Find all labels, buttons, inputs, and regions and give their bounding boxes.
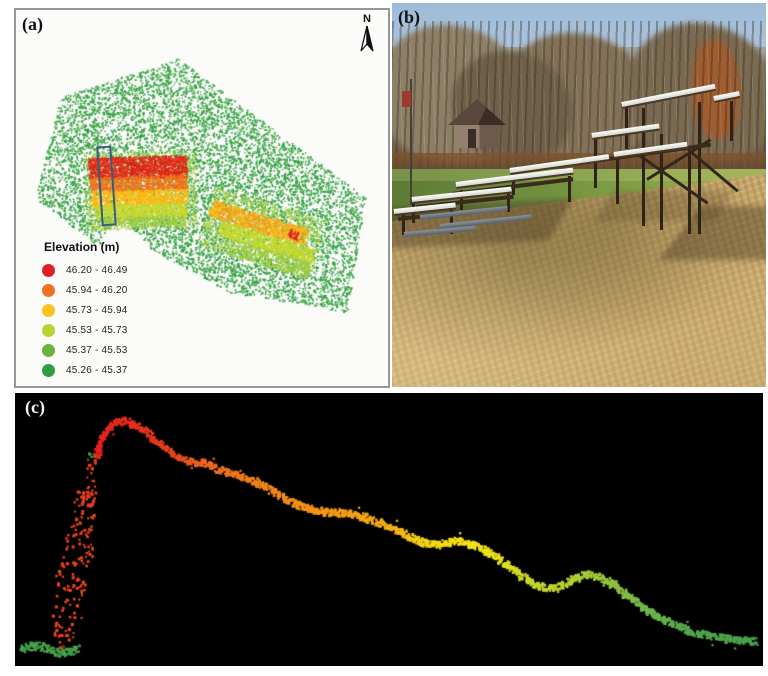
legend-range-label: 45.94 - 46.20 <box>66 284 128 296</box>
bleacher-leg <box>642 108 645 226</box>
bleacher-leg <box>698 102 701 234</box>
elevation-legend: Elevation (m) 46.20 - 46.49 45.94 - 46.20… <box>42 240 128 380</box>
north-label: N <box>363 13 371 25</box>
cabin <box>448 99 506 151</box>
bleacher-leg <box>660 134 663 230</box>
bleacher-leg <box>568 176 571 202</box>
bleacher-leg <box>507 190 510 212</box>
legend-row: 45.53 - 45.73 <box>42 320 128 340</box>
point-cloud-map-canvas <box>16 10 388 386</box>
panel-c-label: (c) <box>25 397 45 417</box>
legend-color-dot <box>42 303 55 317</box>
legend-range-label: 46.20 - 46.49 <box>66 264 128 276</box>
legend-color-dot <box>42 343 55 357</box>
panel-b-label: (b) <box>398 7 420 27</box>
bleacher-leg <box>688 154 691 234</box>
legend-color-dot <box>42 263 55 277</box>
panel-a-label: (a) <box>22 14 43 34</box>
legend-row: 45.37 - 45.53 <box>42 340 128 360</box>
bleacher-leg <box>402 213 405 235</box>
panel-b-photo: (b) <box>392 3 766 387</box>
legend-range-label: 45.53 - 45.73 <box>66 324 128 336</box>
legend-row: 46.20 - 46.49 <box>42 260 128 280</box>
flag <box>402 91 411 107</box>
tree-line <box>392 21 766 173</box>
cabin-door <box>468 129 476 148</box>
legend-row: 45.26 - 45.37 <box>42 360 128 380</box>
flagpole <box>410 79 412 205</box>
legend-row: 45.94 - 46.20 <box>42 280 128 300</box>
legend-title: Elevation (m) <box>44 240 120 254</box>
legend-row: 45.73 - 45.94 <box>42 300 128 320</box>
north-arrow-icon: N <box>356 13 378 58</box>
legend-color-dot <box>42 323 55 337</box>
legend-color-dot <box>42 283 55 297</box>
legend-range-label: 45.37 - 45.53 <box>66 344 128 356</box>
profile-canvas <box>15 393 763 666</box>
bleacher-leg <box>730 101 733 141</box>
legend-rows: 46.20 - 46.49 45.94 - 46.20 45.73 - 45.94 4… <box>42 260 128 380</box>
bleacher-leg <box>450 208 453 234</box>
panel-a-elevation-map: (a) N Elevation (m) 46.20 - 46.49 45.94 -… <box>14 8 390 388</box>
north-arrow-glyph <box>360 25 374 52</box>
legend-color-dot <box>42 363 55 377</box>
panel-c-profile: (c) <box>15 393 763 666</box>
legend-range-label: 45.73 - 45.94 <box>66 304 128 316</box>
legend-range-label: 45.26 - 45.37 <box>66 364 128 376</box>
bleacher-leg <box>616 158 619 204</box>
cabin-roof <box>448 99 506 125</box>
